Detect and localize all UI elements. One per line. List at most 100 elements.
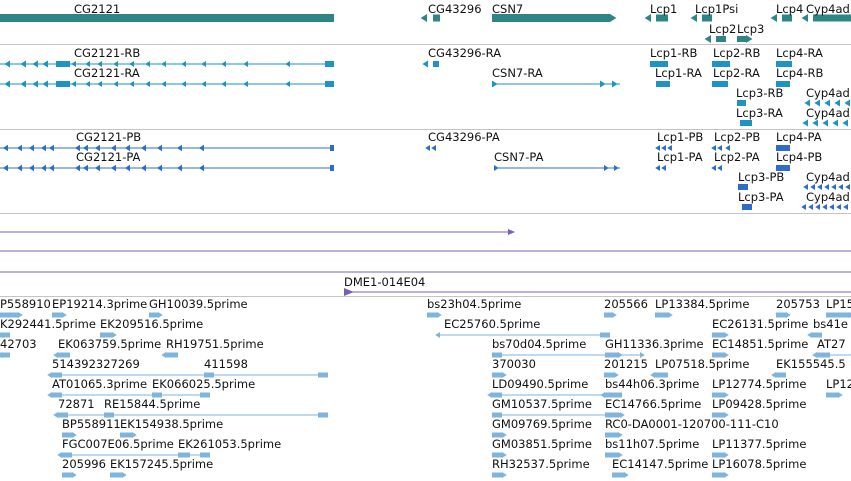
gene-label[interactable]: Lcp4 — [776, 2, 804, 16]
gene-label[interactable]: CG43296 — [428, 2, 482, 16]
exon-block[interactable] — [325, 61, 334, 67]
est-label[interactable]: LP07518.5prime — [655, 357, 750, 371]
feature-label[interactable]: CG43296-RA — [428, 46, 502, 60]
est-label[interactable]: bs23h04.5prime — [427, 297, 522, 311]
gene-bar[interactable] — [737, 36, 746, 42]
feature-label[interactable]: Lcp2-PB — [714, 130, 761, 144]
est-label[interactable]: GM10537.5prime — [492, 397, 592, 411]
exon-block[interactable] — [737, 100, 746, 106]
exon-block[interactable] — [650, 61, 668, 67]
est-block[interactable] — [605, 352, 618, 358]
gene-bar[interactable] — [433, 14, 440, 22]
est-label[interactable]: K292441.5prime — [0, 317, 96, 331]
est-label[interactable]: EC25760.5prime — [444, 317, 541, 331]
est-label[interactable]: EC14766.5prime — [605, 397, 702, 411]
est-block[interactable] — [58, 352, 70, 358]
est-label[interactable]: 411598 — [204, 357, 248, 371]
est-block[interactable] — [318, 412, 328, 418]
est-label[interactable]: EK209516.5prime — [100, 317, 204, 331]
est-label[interactable]: GH11336.3prime — [605, 337, 704, 351]
est-label[interactable]: 370030 — [492, 357, 536, 371]
feature-label[interactable]: CSN7-RA — [492, 66, 543, 80]
est-label[interactable]: GH10039.5prime — [149, 297, 248, 311]
est-label[interactable]: bs70d04.5prime — [492, 337, 587, 351]
feature-label[interactable]: Lcp1-PB — [657, 130, 704, 144]
est-block[interactable] — [605, 412, 618, 418]
est-block[interactable] — [427, 312, 437, 318]
est-label[interactable]: GM09769.5prime — [492, 417, 592, 431]
est-label[interactable]: EC14147.5prime — [612, 457, 709, 471]
clone-label[interactable]: DME1-014E04 — [344, 275, 426, 289]
est-block[interactable] — [104, 412, 114, 418]
est-block[interactable] — [492, 412, 502, 418]
est-label[interactable]: LP13384.5prime — [655, 297, 750, 311]
gene-label[interactable]: CG2121 — [74, 2, 121, 16]
est-label[interactable]: EC14851.5prime — [712, 337, 809, 351]
est-block[interactable] — [604, 312, 612, 318]
est-block[interactable] — [492, 472, 502, 478]
est-block[interactable] — [605, 432, 618, 438]
gene-bar[interactable] — [0, 14, 334, 22]
est-block[interactable] — [62, 452, 72, 458]
est-block[interactable] — [52, 372, 62, 378]
exon-block[interactable] — [433, 61, 439, 67]
est-label[interactable]: EK066025.5prime — [152, 377, 256, 391]
est-block[interactable] — [166, 352, 178, 358]
feature-label[interactable]: Lcp2-RB — [713, 46, 761, 60]
est-label[interactable]: AT27 — [817, 337, 846, 351]
est-block[interactable] — [0, 332, 10, 338]
est-label[interactable]: LP12774.5prime — [712, 377, 807, 391]
exon-block[interactable] — [712, 81, 728, 87]
gene-bar[interactable] — [656, 14, 668, 22]
est-label[interactable]: EK155545.5 — [776, 357, 846, 371]
est-label[interactable]: BP558911 — [62, 417, 121, 431]
feature-label[interactable]: Lcp1-RB — [650, 46, 698, 60]
est-label[interactable]: P558910 — [0, 297, 51, 311]
cds-block[interactable] — [776, 145, 790, 151]
feature-label[interactable]: CG43296-PA — [428, 130, 500, 144]
est-block[interactable] — [492, 392, 502, 398]
est-label[interactable]: LD09490.5prime — [492, 377, 589, 391]
feature-label[interactable]: Lcp4-PA — [776, 130, 822, 144]
est-label[interactable]: RH32537.5prime — [492, 457, 590, 471]
feature-label[interactable]: CG2121-RB — [74, 46, 141, 60]
gene-label[interactable]: Cyp4ad — [806, 2, 850, 16]
est-block[interactable] — [492, 452, 502, 458]
est-block[interactable] — [318, 372, 328, 378]
feature-label[interactable]: Lcp3-RB — [736, 86, 784, 100]
exon-block[interactable] — [656, 81, 670, 87]
est-label[interactable]: 42703 — [0, 337, 37, 351]
feature-label[interactable]: CSN7-PA — [494, 150, 544, 164]
est-block[interactable] — [712, 472, 724, 478]
est-label[interactable]: 201215 — [604, 357, 648, 371]
gene-label[interactable]: CSN7 — [492, 2, 524, 16]
est-label[interactable]: LP09428.5prime — [712, 397, 807, 411]
feature-label[interactable]: CG2121-PA — [76, 150, 141, 164]
est-label[interactable]: RE15844.5prime — [104, 397, 201, 411]
feature-label[interactable]: Lcp3-PB — [738, 170, 785, 184]
est-label[interactable]: 72871 — [58, 397, 95, 411]
est-label[interactable]: EK154938.5prime — [120, 417, 224, 431]
est-label[interactable]: EC26131.5prime — [712, 317, 809, 331]
feature-label[interactable]: Lcp2-PA — [714, 150, 760, 164]
est-label[interactable]: bs11h07.5prime — [605, 437, 700, 451]
feature-label[interactable]: Lcp1-RA — [655, 66, 702, 80]
est-block[interactable] — [200, 452, 210, 458]
est-block[interactable] — [776, 372, 786, 378]
est-block[interactable] — [149, 312, 158, 318]
exon-block[interactable] — [325, 81, 334, 87]
est-label[interactable]: EK157245.5prime — [110, 457, 214, 471]
feature-label[interactable]: Lcp4-RA — [776, 46, 823, 60]
est-label[interactable]: 205753 — [776, 297, 820, 311]
est-block[interactable] — [612, 472, 624, 478]
gene-label[interactable]: Lcp1 — [650, 2, 678, 16]
est-block[interactable] — [58, 412, 68, 418]
gene-label[interactable]: Lcp1Psi — [695, 2, 739, 16]
gene-bar[interactable] — [702, 14, 712, 22]
est-label[interactable]: bs44h06.3prime — [605, 377, 700, 391]
est-block[interactable] — [600, 332, 610, 338]
feature-label[interactable]: Lcp4-PB — [776, 150, 823, 164]
gene-bar[interactable] — [813, 14, 851, 22]
est-block[interactable] — [152, 392, 162, 398]
feature-label[interactable]: Lcp1-PA — [657, 150, 703, 164]
